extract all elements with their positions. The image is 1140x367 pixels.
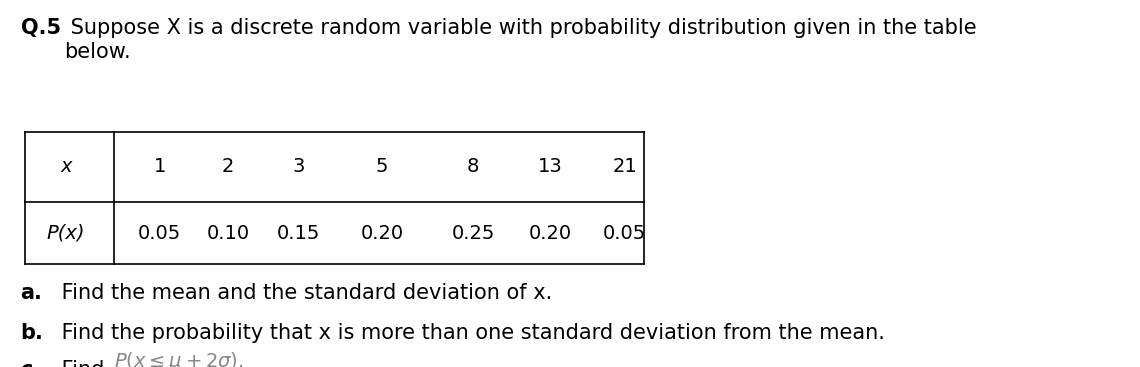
Text: 0.20: 0.20 bbox=[360, 224, 404, 243]
Text: c.: c. bbox=[21, 360, 41, 367]
Text: 3: 3 bbox=[293, 157, 304, 177]
Text: 13: 13 bbox=[538, 157, 563, 177]
Text: 0.05: 0.05 bbox=[603, 224, 646, 243]
Text: 2: 2 bbox=[222, 157, 234, 177]
Text: Find: Find bbox=[55, 360, 104, 367]
Text: 8: 8 bbox=[467, 157, 479, 177]
Text: P(x): P(x) bbox=[47, 224, 86, 243]
Text: 0.20: 0.20 bbox=[529, 224, 572, 243]
Text: 0.10: 0.10 bbox=[206, 224, 250, 243]
Text: 21: 21 bbox=[612, 157, 637, 177]
Text: 0.15: 0.15 bbox=[277, 224, 320, 243]
Text: a.: a. bbox=[21, 283, 42, 302]
Text: Q.5: Q.5 bbox=[21, 18, 60, 38]
Text: Suppose X is a discrete random variable with probability distribution given in t: Suppose X is a discrete random variable … bbox=[64, 18, 977, 62]
Text: 5: 5 bbox=[376, 157, 388, 177]
Text: $P(x \leq \mu + 2\sigma).$: $P(x \leq \mu + 2\sigma).$ bbox=[114, 350, 244, 367]
Text: 1: 1 bbox=[154, 157, 165, 177]
Text: x: x bbox=[60, 157, 72, 177]
Text: b.: b. bbox=[21, 323, 43, 343]
Text: Find the probability that x is more than one standard deviation from the mean.: Find the probability that x is more than… bbox=[55, 323, 885, 343]
Text: Find the mean and the standard deviation of x.: Find the mean and the standard deviation… bbox=[55, 283, 552, 302]
Text: 0.25: 0.25 bbox=[451, 224, 495, 243]
Text: 0.05: 0.05 bbox=[138, 224, 181, 243]
